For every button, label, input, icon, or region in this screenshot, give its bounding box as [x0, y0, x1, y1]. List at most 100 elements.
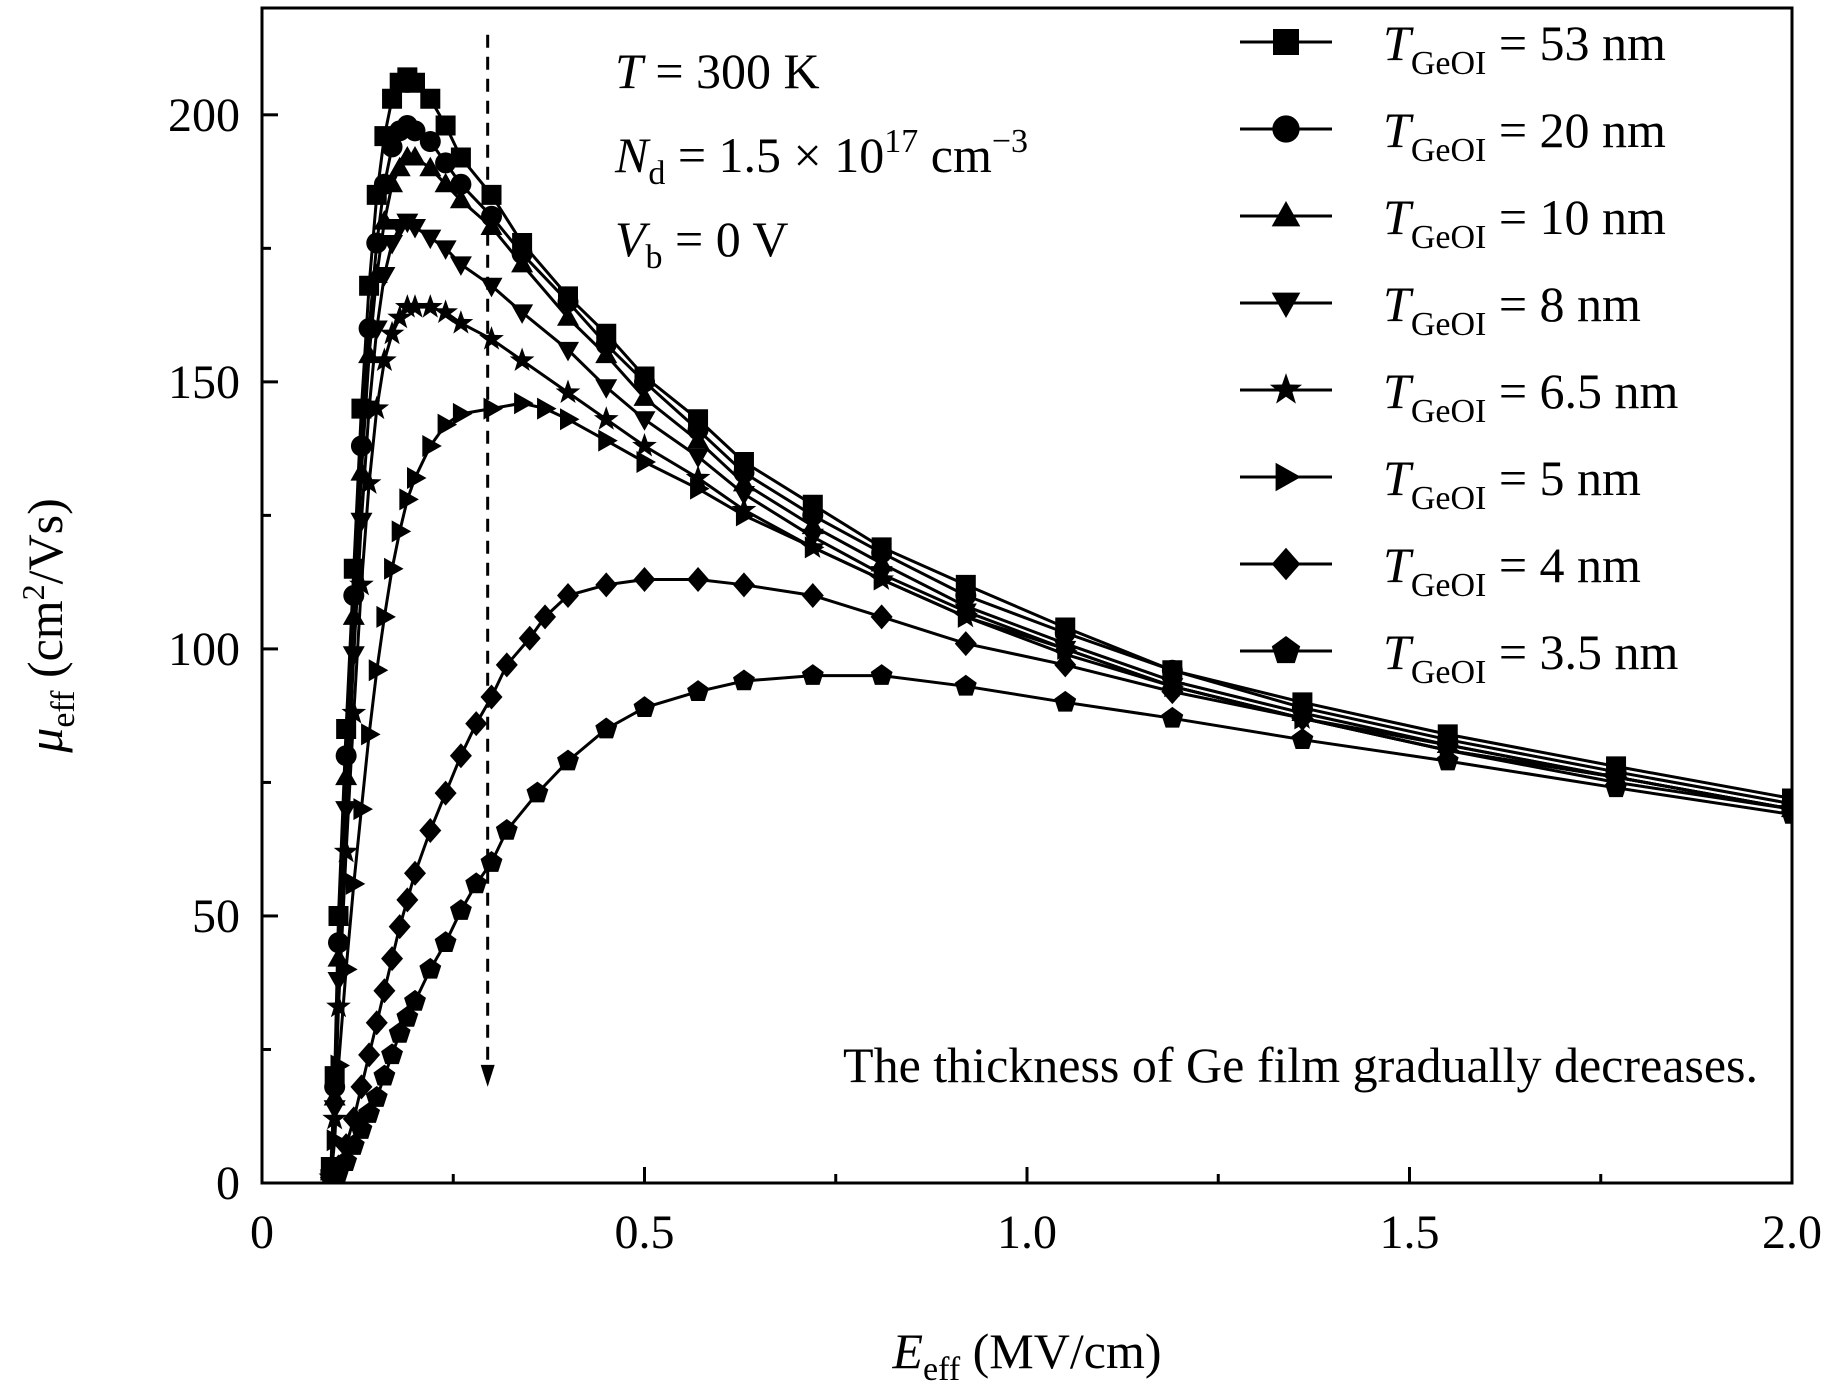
data-point: [687, 429, 710, 449]
data-point: [353, 798, 373, 821]
data-point: [435, 115, 456, 136]
data-point: [481, 184, 502, 205]
data-point: [1436, 732, 1459, 758]
data-point: [690, 477, 710, 500]
data-point: [373, 267, 396, 287]
data-point: [373, 978, 396, 1004]
data-point: [1054, 652, 1077, 678]
data-point: [1057, 637, 1077, 660]
data-point: [480, 215, 503, 235]
data-point: [341, 700, 367, 724]
data-point: [954, 674, 977, 696]
data-point: [634, 371, 655, 393]
data-point: [419, 131, 441, 153]
data-point: [687, 448, 710, 469]
legend-marker: [1273, 29, 1299, 55]
data-point: [361, 723, 381, 746]
y-axis-label: μeff (cm2/Vs): [15, 498, 82, 754]
data-point: [434, 931, 457, 952]
legend-label: TGeOI = 6.5 nm: [1383, 363, 1679, 430]
data-point: [419, 957, 442, 979]
data-point: [480, 851, 503, 872]
data-point: [335, 1150, 358, 1171]
data-point: [350, 512, 373, 533]
data-point: [335, 765, 358, 786]
data-point: [509, 347, 535, 372]
legend-marker: [1271, 547, 1301, 581]
data-point: [349, 571, 374, 596]
data-point: [437, 413, 458, 436]
data-point: [381, 946, 404, 972]
data-point: [422, 434, 442, 457]
data-point: [350, 461, 373, 481]
legend-marker: [1271, 636, 1301, 664]
data-point: [1436, 749, 1459, 771]
data-point: [636, 450, 656, 473]
data-point: [518, 625, 541, 651]
x-axis-label: Eeff (MV/cm): [891, 1323, 1161, 1388]
data-point: [434, 240, 457, 260]
data-point: [593, 406, 619, 430]
data-point: [405, 72, 425, 93]
data-point: [372, 347, 397, 372]
data-point: [419, 229, 442, 250]
data-point: [333, 838, 359, 863]
data-point: [557, 749, 579, 771]
data-point: [557, 341, 579, 362]
data-point: [633, 386, 656, 406]
data-point: [434, 172, 457, 193]
data-point: [358, 1102, 381, 1123]
data-point: [384, 557, 404, 580]
data-point: [595, 572, 618, 598]
x-tick-label: 1.0: [997, 1206, 1057, 1259]
legend-entry: TGeOI = 53 nm: [1240, 15, 1666, 82]
data-point: [381, 235, 404, 255]
data-point: [1291, 705, 1314, 731]
legend-label: TGeOI = 5 nm: [1383, 450, 1641, 517]
legend-entry: TGeOI = 20 nm: [1240, 102, 1666, 169]
data-point: [434, 780, 457, 806]
x-tick-label: 2.0: [1762, 1206, 1822, 1259]
data-point: [356, 470, 382, 494]
data-point: [480, 277, 503, 298]
y-tick-label: 0: [216, 1157, 240, 1210]
data-point: [449, 743, 472, 769]
annotation-text: The thickness of Ge film gradually decre…: [843, 1037, 1758, 1093]
data-point: [870, 604, 893, 630]
condition-text: Vb = 0 V: [615, 211, 788, 276]
y-tick-label: 150: [168, 356, 240, 409]
data-point: [396, 887, 419, 913]
x-tick-label: 0.5: [615, 1206, 675, 1259]
data-point: [404, 120, 426, 142]
legend-label: TGeOI = 3.5 nm: [1383, 624, 1679, 691]
data-point: [733, 669, 755, 691]
series-8: [319, 664, 1792, 1183]
y-tick-label: 100: [168, 623, 240, 676]
data-point: [801, 583, 824, 608]
data-point: [598, 429, 618, 452]
data-point: [1291, 728, 1314, 750]
data-point: [365, 1010, 388, 1036]
legend-marker: [1271, 292, 1301, 318]
data-point: [404, 218, 426, 239]
data-point: [452, 402, 473, 425]
data-point: [404, 989, 426, 1011]
arrow-head: [480, 1064, 495, 1087]
data-point: [381, 1043, 403, 1065]
condition-text: Nd = 1.5 × 1017 cm−3: [614, 123, 1028, 192]
legend-marker: [1269, 373, 1303, 404]
data-point: [382, 88, 403, 109]
data-point: [373, 210, 396, 230]
data-point: [368, 659, 389, 682]
data-point: [685, 465, 711, 489]
data-point: [557, 291, 579, 313]
data-point: [1161, 706, 1184, 728]
data-point: [379, 320, 405, 345]
data-point: [448, 310, 474, 334]
data-point: [402, 294, 428, 318]
data-point: [345, 872, 366, 895]
x-tick-label: 1.5: [1380, 1206, 1440, 1259]
legend-label: TGeOI = 53 nm: [1383, 15, 1666, 82]
legend-marker: [1275, 462, 1301, 492]
data-point: [731, 497, 757, 521]
